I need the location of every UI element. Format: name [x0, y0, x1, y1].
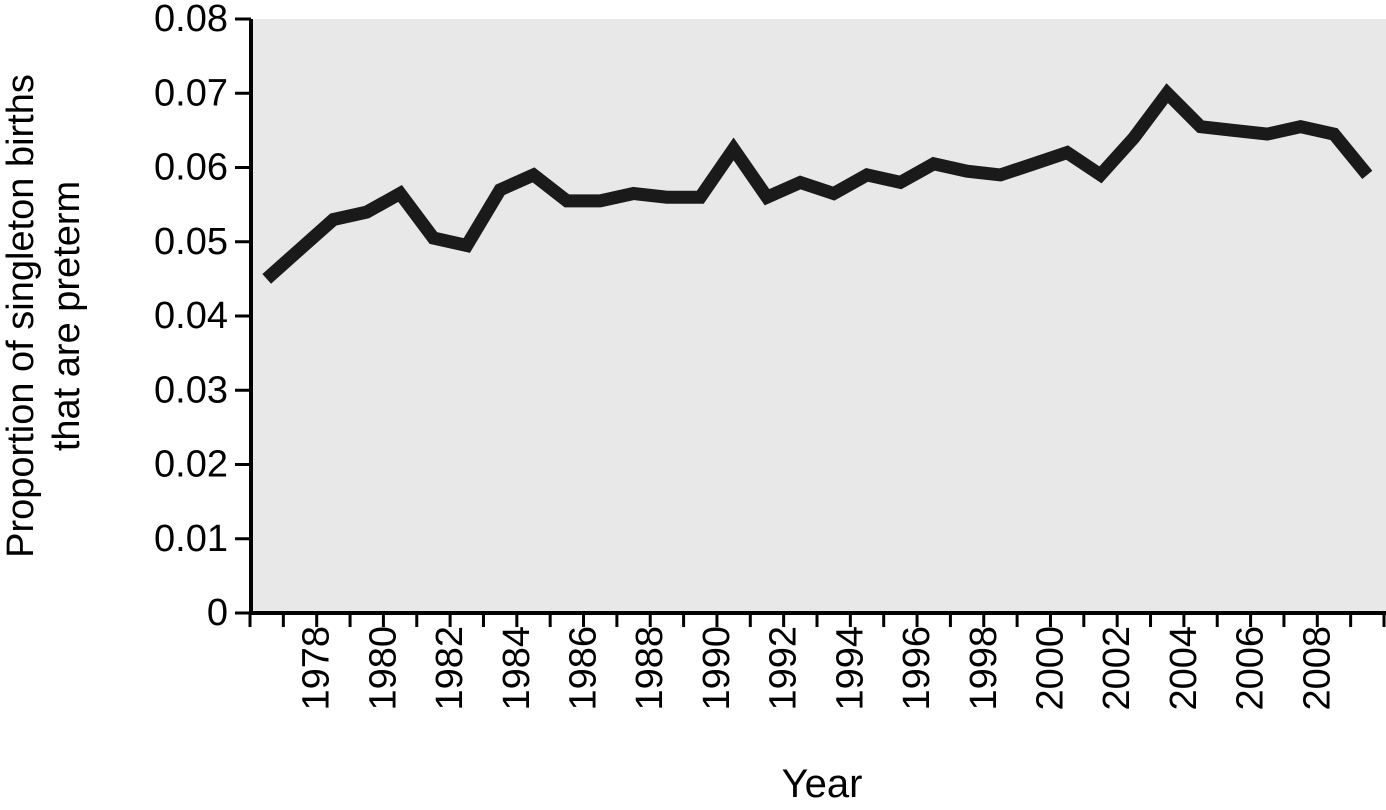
y-tick-label: 0.02: [154, 444, 228, 486]
y-tick-label: 0.04: [154, 295, 228, 337]
x-tick-label: 1988: [629, 626, 671, 711]
trend-line-group: [262, 83, 1373, 284]
y-tick-label: 0: [207, 592, 228, 634]
y-tick-label: 0.05: [154, 221, 228, 263]
x-tick-label: 1980: [362, 626, 404, 711]
y-tick-label: 0.07: [154, 72, 228, 114]
x-tick-label: 1994: [829, 626, 871, 711]
x-tick-label: 1992: [763, 626, 805, 711]
x-tick-label: 1978: [296, 626, 338, 711]
trend-line: [262, 83, 1373, 284]
axes-group: [249, 19, 1386, 615]
y-axis-title-line2: that are preterm: [46, 181, 88, 451]
axis-ticks-group: 0 0.01 0.02 0.03 0.04 0.05 0.06 0.07 0.08 1978 198…: [154, 0, 1386, 711]
x-tick-label: 1998: [963, 626, 1005, 711]
x-tick-label: 1990: [696, 626, 738, 711]
x-tick-label: 1984: [496, 626, 538, 711]
y-axis-title-line1: Proportion of singleton births: [0, 74, 42, 558]
x-tick-label: 1986: [563, 626, 605, 711]
x-tick-label: 2002: [1096, 626, 1138, 711]
x-tick-label: 2006: [1230, 626, 1272, 711]
y-tick-label: 0.01: [154, 518, 228, 560]
x-tick-label: 2004: [1163, 626, 1205, 711]
x-tick-label: 2000: [1029, 626, 1071, 711]
y-tick-label: 0.03: [154, 369, 228, 411]
y-tick-label: 0.08: [154, 0, 228, 40]
y-tick-label: 0.06: [154, 147, 228, 189]
x-tick-label: 1996: [896, 626, 938, 711]
x-tick-label: 1982: [429, 626, 471, 711]
x-tick-label: 2008: [1296, 626, 1338, 711]
plot-area: [251, 19, 1386, 613]
x-axis-title: Year: [782, 762, 863, 806]
